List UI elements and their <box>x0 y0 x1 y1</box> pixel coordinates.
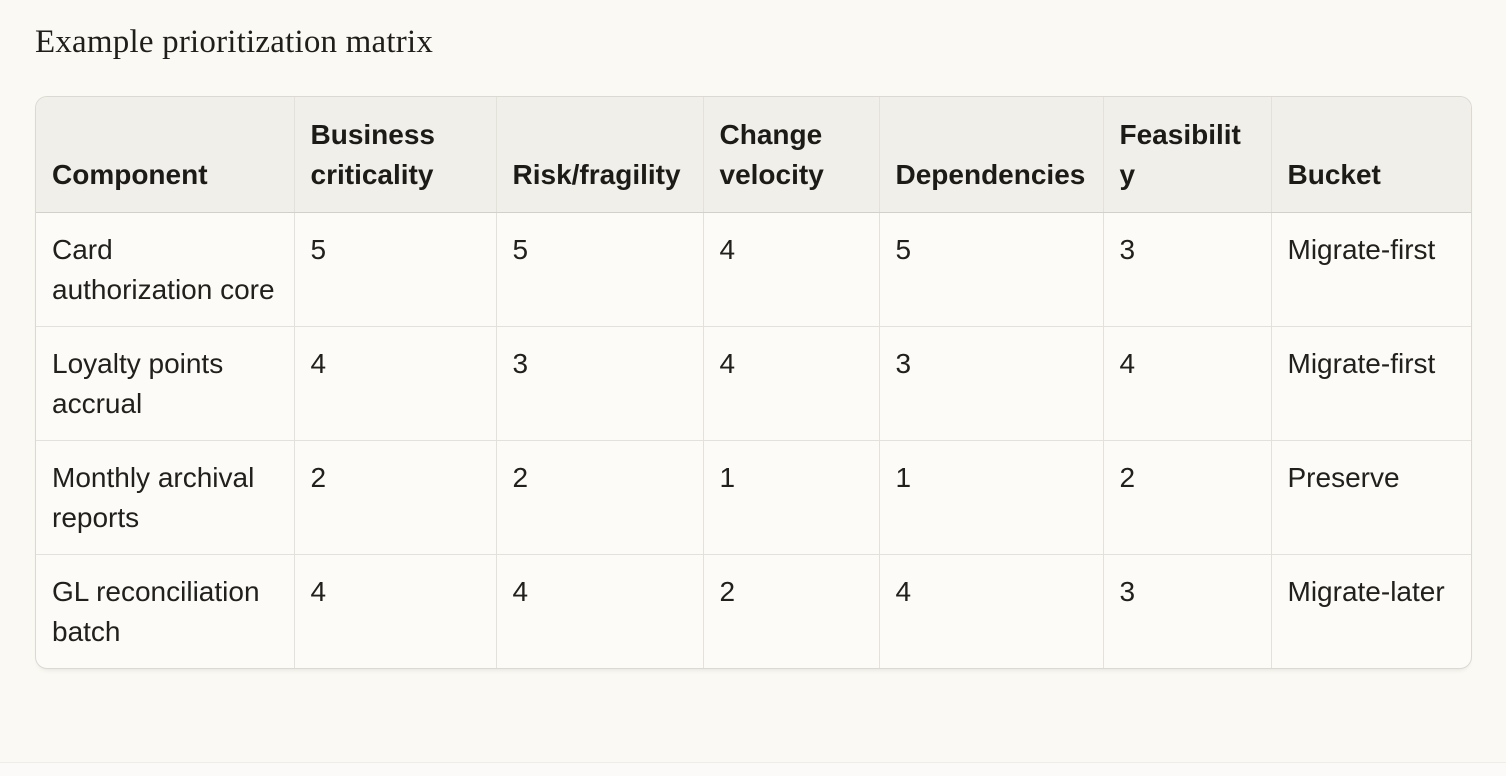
table-row: Loyalty points accrual 4 3 4 3 4 Migrate-first <box>36 326 1471 441</box>
score-cell: 5 <box>878 212 1103 327</box>
header-row: Component Business criticality Risk/fragil… <box>36 97 1471 213</box>
score-cell: 5 <box>293 212 496 327</box>
page-title: Example prioritization matrix <box>35 24 434 60</box>
score-cell: 4 <box>702 326 879 441</box>
bucket-cell: Migrate-first <box>1270 212 1471 327</box>
score-cell: 2 <box>293 440 496 555</box>
component-cell: Card authorization core <box>36 212 294 327</box>
score-cell: 3 <box>878 326 1103 441</box>
column-header: Dependencies <box>878 97 1103 213</box>
bucket-cell: Migrate-first <box>1270 326 1471 441</box>
table-row: Monthly archival reports 2 2 1 1 2 Preserve <box>36 440 1471 555</box>
table-body: Card authorization core 5 5 4 5 3 Migrate-firs… <box>36 212 1471 668</box>
bucket-cell: Migrate-later <box>1270 554 1471 668</box>
score-cell: 4 <box>878 554 1103 668</box>
page-bottom-edge <box>0 762 1506 776</box>
score-cell: 2 <box>1102 440 1271 555</box>
score-cell: 3 <box>1102 212 1271 327</box>
score-cell: 5 <box>495 212 703 327</box>
data-table: Component Business criticality Risk/fragil… <box>36 97 1471 668</box>
score-cell: 1 <box>878 440 1103 555</box>
component-cell: GL reconciliation batch <box>52 575 260 647</box>
score-cell: 4 <box>1102 326 1271 441</box>
score-cell: 4 <box>702 212 879 327</box>
column-header: Bucket <box>1270 97 1471 213</box>
column-header: Change velocity <box>702 97 879 213</box>
score-cell: 3 <box>495 326 703 441</box>
table-row: GL reconciliation batch 4 4 2 4 3 Migrate-late… <box>36 554 1471 668</box>
score-cell: 4 <box>495 554 703 668</box>
score-cell: 2 <box>702 554 879 668</box>
column-header: Business criticality <box>293 97 496 213</box>
bucket-cell: Preserve <box>1270 440 1471 555</box>
score-cell: 1 <box>702 440 879 555</box>
score-cell: 4 <box>293 326 496 441</box>
component-cell: Monthly archival reports <box>36 440 294 555</box>
prioritization-matrix-table: Component Business criticality Risk/fragil… <box>35 96 1472 669</box>
score-cell: 3 <box>1102 554 1271 668</box>
score-cell: 2 <box>495 440 703 555</box>
score-cell: 4 <box>293 554 496 668</box>
table-row: Card authorization core 5 5 4 5 3 Migrate-firs… <box>36 212 1471 327</box>
column-header: Component <box>36 97 294 213</box>
column-header: Risk/fragility <box>495 97 703 213</box>
column-header: Feasibility <box>1102 97 1271 213</box>
component-cell: Loyalty points accrual <box>36 326 294 441</box>
